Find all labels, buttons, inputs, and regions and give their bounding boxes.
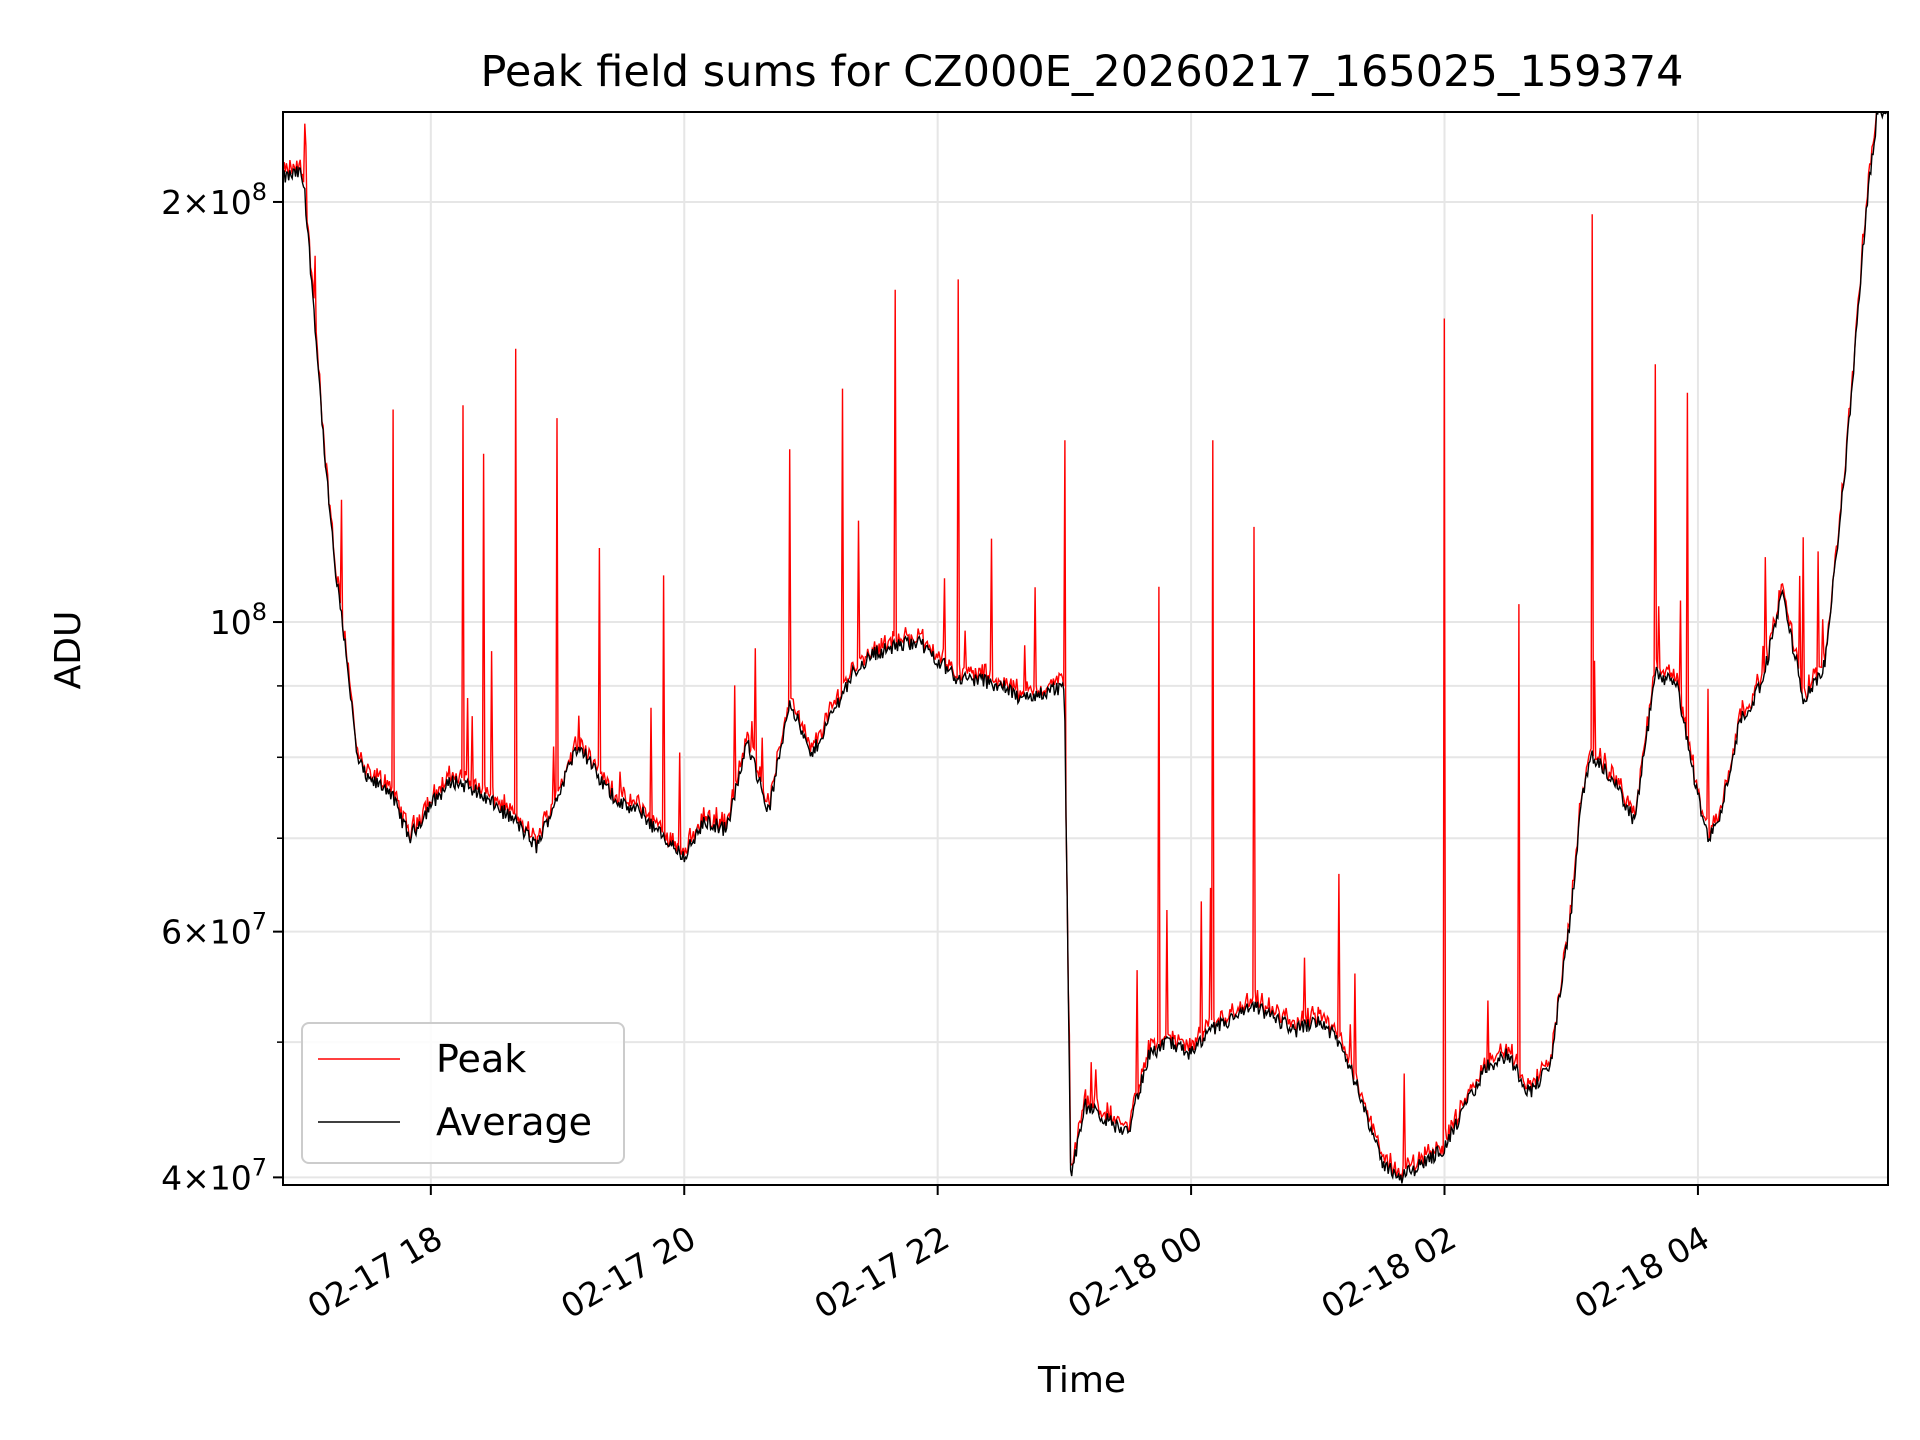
y-axis-title: ADU bbox=[48, 611, 89, 690]
legend: Peak Average bbox=[301, 1022, 625, 1164]
y-tick-label: 4×107 bbox=[161, 1153, 267, 1197]
plot-area bbox=[283, 112, 1888, 1184]
series-average-line bbox=[283, 112, 1888, 1184]
x-axis-title: Time bbox=[1037, 1360, 1126, 1401]
y-tick-label: 2×108 bbox=[161, 178, 267, 222]
y-tick-label: 108 bbox=[210, 598, 267, 642]
legend-average-label: Average bbox=[436, 1100, 592, 1144]
legend-peak-label: Peak bbox=[436, 1037, 526, 1081]
y-tick-label: 6×107 bbox=[161, 908, 267, 952]
chart-title: Peak field sums for CZ000E_20260217_1650… bbox=[480, 47, 1683, 97]
legend-box bbox=[301, 1022, 625, 1164]
plot-frame bbox=[282, 111, 1889, 1186]
series-peak-line bbox=[283, 112, 1888, 1181]
